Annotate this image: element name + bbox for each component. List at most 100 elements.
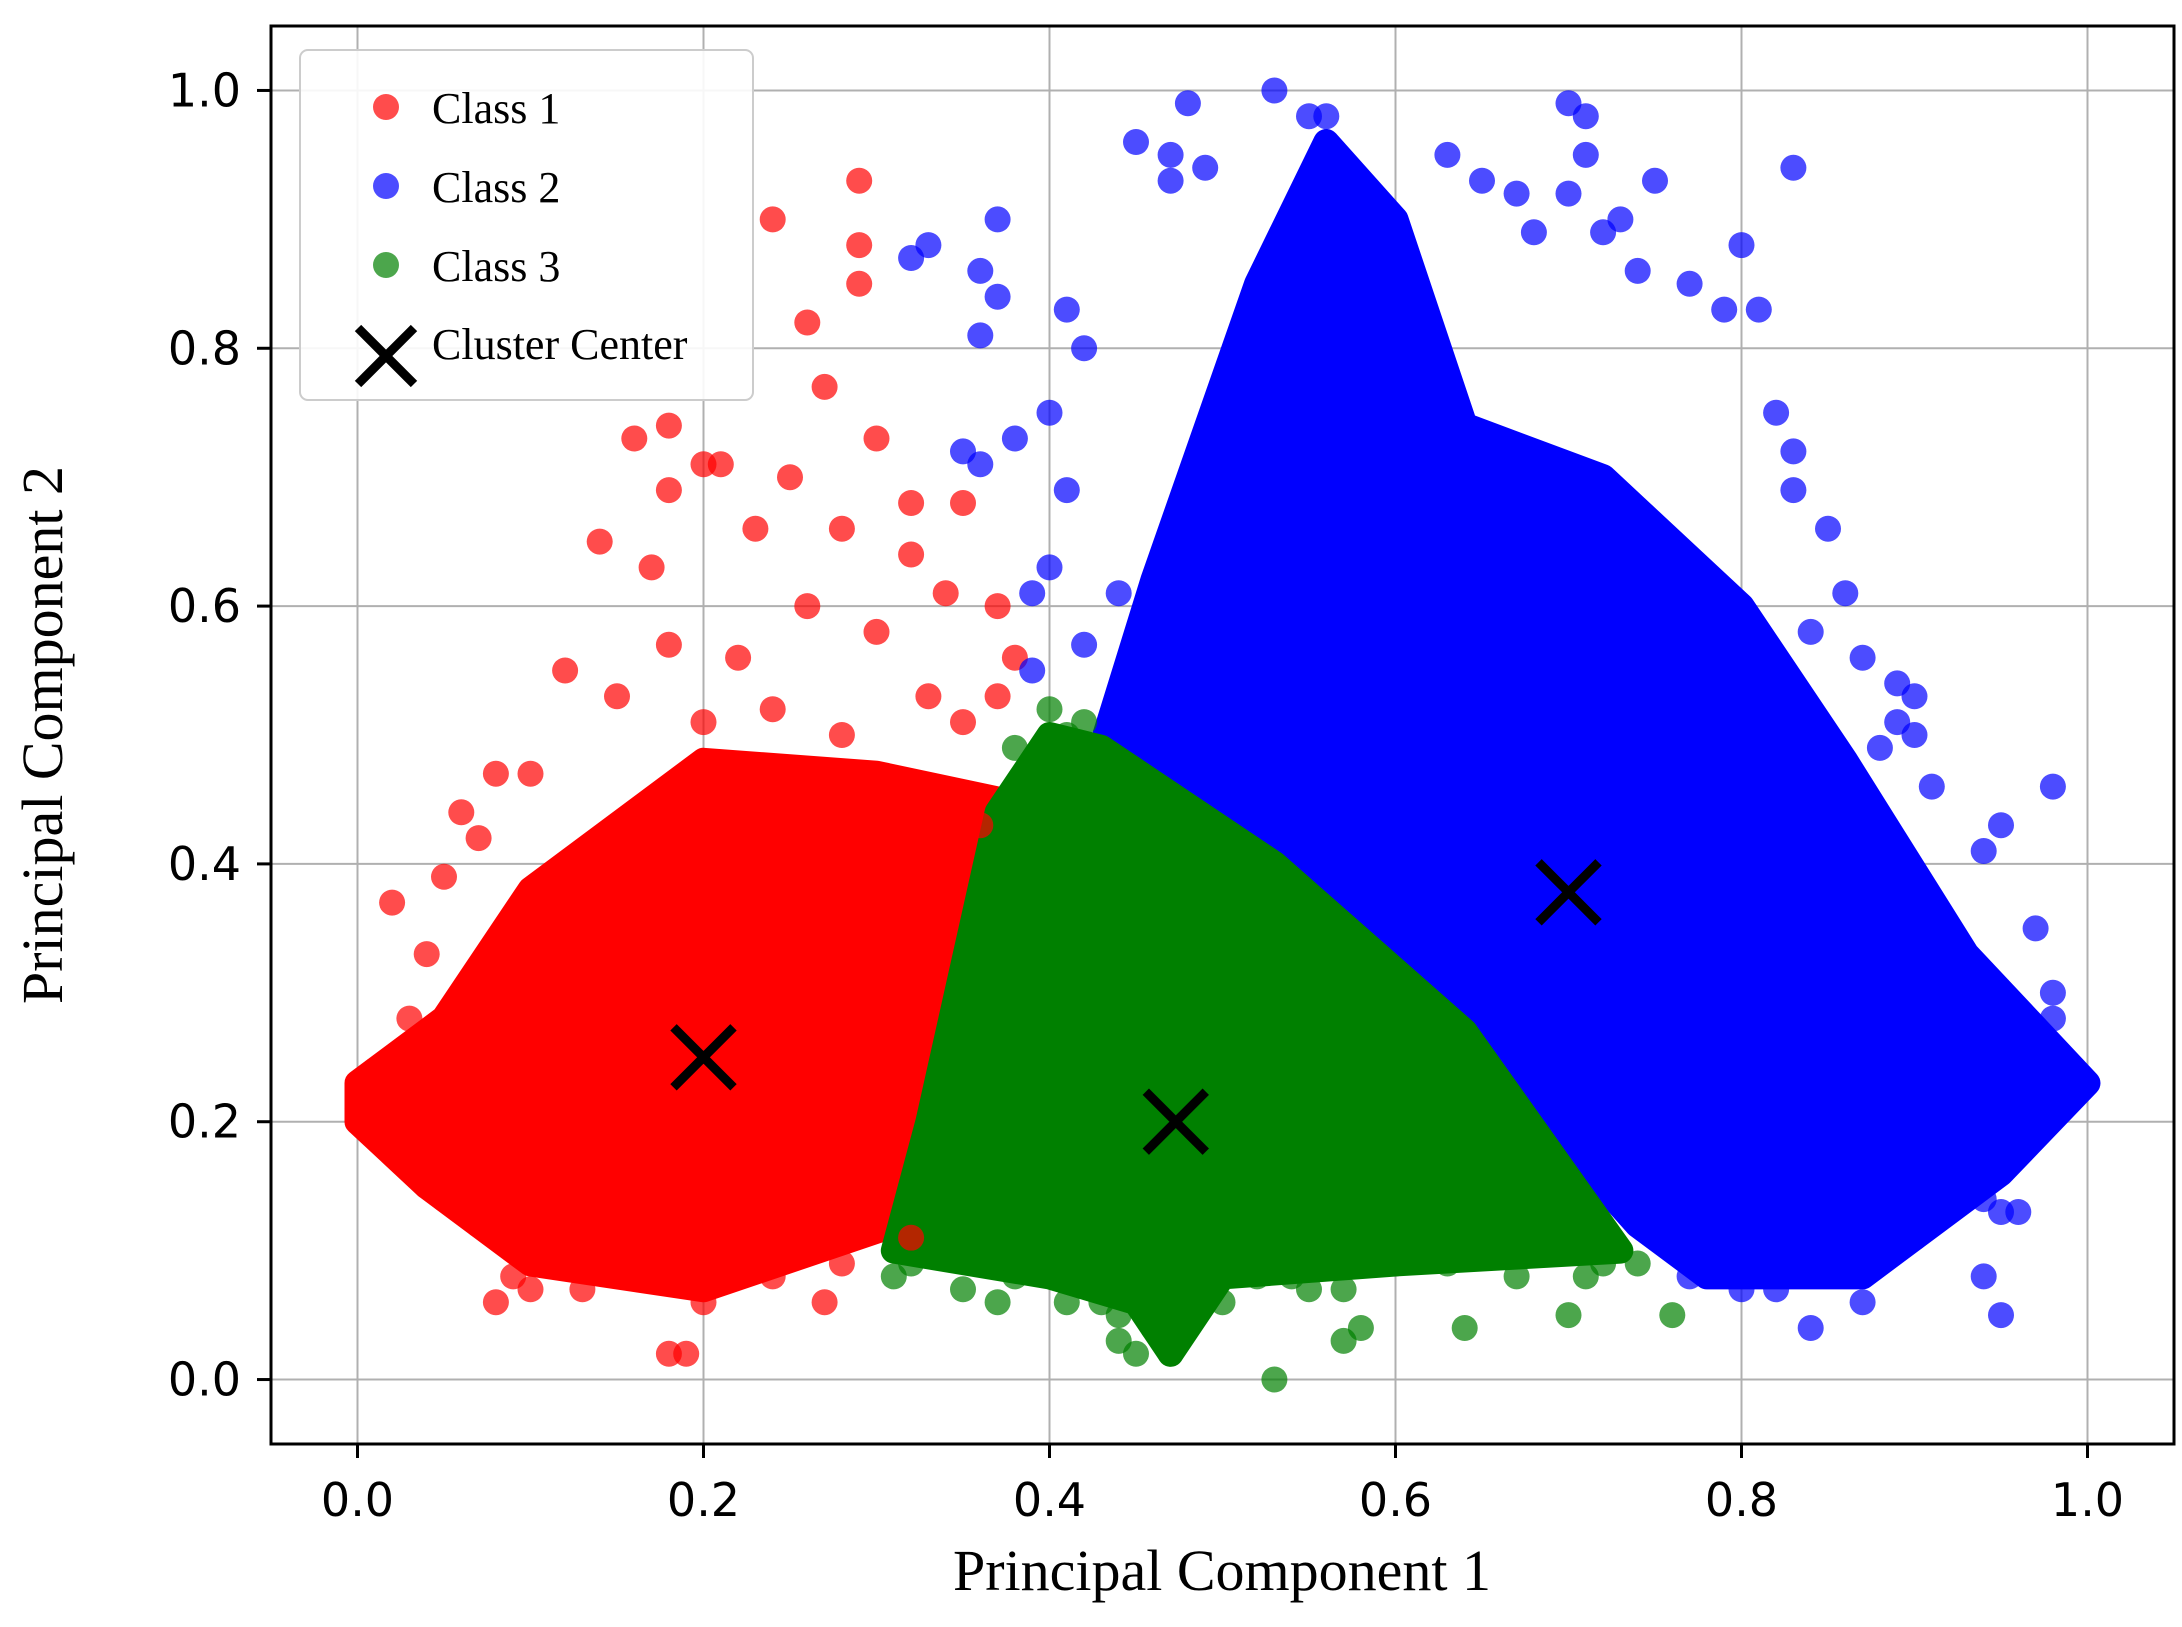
point-class-2-28 [1832,580,1859,607]
cluster-centers [670,859,1602,1155]
point-class-2-12 [1469,167,1495,194]
point-class-3-30 [1503,1263,1530,1290]
point-class-2-63 [1001,425,1028,452]
point-class-1-48 [811,1289,838,1316]
point-class-1-55 [379,1082,406,1109]
point-class-2-13 [1503,180,1530,207]
point-class-3-22 [1296,1276,1322,1303]
point-class-2-65 [984,283,1011,310]
point-class-1-10 [777,464,803,491]
point-class-3-33 [1590,1250,1617,1277]
point-class-1-9 [707,451,734,478]
point-class-1-18 [828,515,855,542]
point-class-1-52 [932,799,959,826]
point-class-2-61 [1071,335,1098,362]
point-class-2-64 [967,322,994,349]
legend-marker-class-1 [373,94,399,120]
point-class-2-30 [1849,644,1876,671]
point-class-2-52 [1901,1224,1928,1251]
point-class-1-5 [811,373,838,400]
point-class-1-1 [759,206,786,233]
cluster-center-marker-2 [1535,859,1602,926]
point-class-2-39 [2039,773,2066,800]
point-class-1-49 [828,1250,855,1277]
point-class-2-5 [1780,154,1807,181]
point-class-2-27 [1780,477,1807,504]
point-class-2-23 [1745,296,1772,323]
x-tick-label-3: 0.6 [1359,1473,1432,1527]
point-class-3-18 [1209,1289,1236,1316]
point-class-2-66 [984,206,1011,233]
legend-label-class-2: Class 2 [432,163,560,212]
point-class-1-15 [586,528,613,555]
point-class-1-57 [361,1057,388,1084]
cluster-center-marker-0 [670,1024,737,1091]
cluster-center-marker-1 [1142,1088,1209,1155]
point-class-2-58 [1607,206,1634,233]
point-class-2-43 [2057,1057,2084,1084]
point-class-2-29 [1797,618,1824,645]
x-tick-label-5: 1.0 [2051,1473,2124,1527]
point-class-1-25 [725,644,752,671]
point-class-2-45 [1988,1134,2014,1161]
point-class-1-31 [448,799,475,826]
y-tick-label-2: 0.4 [168,837,241,891]
point-class-3-19 [1244,1263,1271,1290]
point-class-2-62 [1053,296,1080,323]
y-tick-label-4: 0.8 [168,321,241,375]
point-class-2-57 [1676,1263,1703,1290]
point-class-2-76 [1105,580,1132,607]
point-class-1-30 [517,760,544,787]
point-class-1-62 [950,709,976,736]
point-class-1-21 [984,593,1011,620]
point-class-1-3 [846,270,873,297]
legend-label-cluster-center: Cluster Center [432,320,688,369]
point-class-3-16 [1174,1289,1201,1316]
point-class-1-59 [759,696,786,723]
point-class-3-34 [1659,1302,1686,1329]
point-class-1-42 [482,1289,509,1316]
point-class-1-0 [846,167,873,194]
point-class-2-44 [2022,1108,2049,1135]
x-tick-label-2: 0.4 [1013,1473,1086,1527]
point-class-1-39 [465,1211,492,1238]
point-class-1-27 [863,618,890,645]
point-class-3-8 [1001,1263,1028,1290]
point-class-2-36 [1918,773,1945,800]
point-class-1-47 [759,1263,786,1290]
point-class-1-11 [863,425,890,452]
legend-marker-class-3 [373,252,399,278]
point-class-2-26 [1815,515,1841,542]
point-class-1-53 [534,1250,561,1277]
point-class-2-50 [1970,1263,1997,1290]
point-class-1-34 [431,863,457,890]
point-class-2-71 [967,451,994,478]
point-class-2-40 [2022,915,2049,942]
point-class-2-0 [1261,77,1288,104]
legend-marker-class-2 [373,173,399,199]
point-class-1-17 [742,515,769,542]
point-class-2-75 [1019,657,1046,684]
point-class-3-20 [1261,1366,1288,1393]
point-class-3-14 [1140,1315,1167,1341]
point-class-2-14 [1520,219,1547,246]
point-class-2-67 [967,257,994,284]
point-class-2-35 [1866,734,1893,761]
point-class-1-6 [655,412,682,439]
point-class-2-38 [1970,838,1997,864]
point-class-2-53 [1849,1289,1876,1316]
point-class-1-23 [604,683,630,710]
point-class-3-26 [1330,1327,1357,1354]
point-class-1-38 [431,1186,457,1213]
point-class-2-19 [1642,167,1668,194]
point-class-2-6 [1174,90,1201,117]
point-class-2-8 [1157,141,1184,168]
y-tick-label-5: 1.0 [168,63,241,117]
point-class-2-73 [1019,580,1046,607]
axis-ticks: 0.0 0.2 0.4 0.6 0.8 1.0 0.0 0.2 0.4 0.6 0.8 1.0 [168,63,2124,1527]
point-class-1-46 [690,1289,717,1316]
point-class-2-25 [1780,438,1807,465]
point-class-2-54 [1797,1315,1824,1341]
plot-frame [269,24,2176,1446]
